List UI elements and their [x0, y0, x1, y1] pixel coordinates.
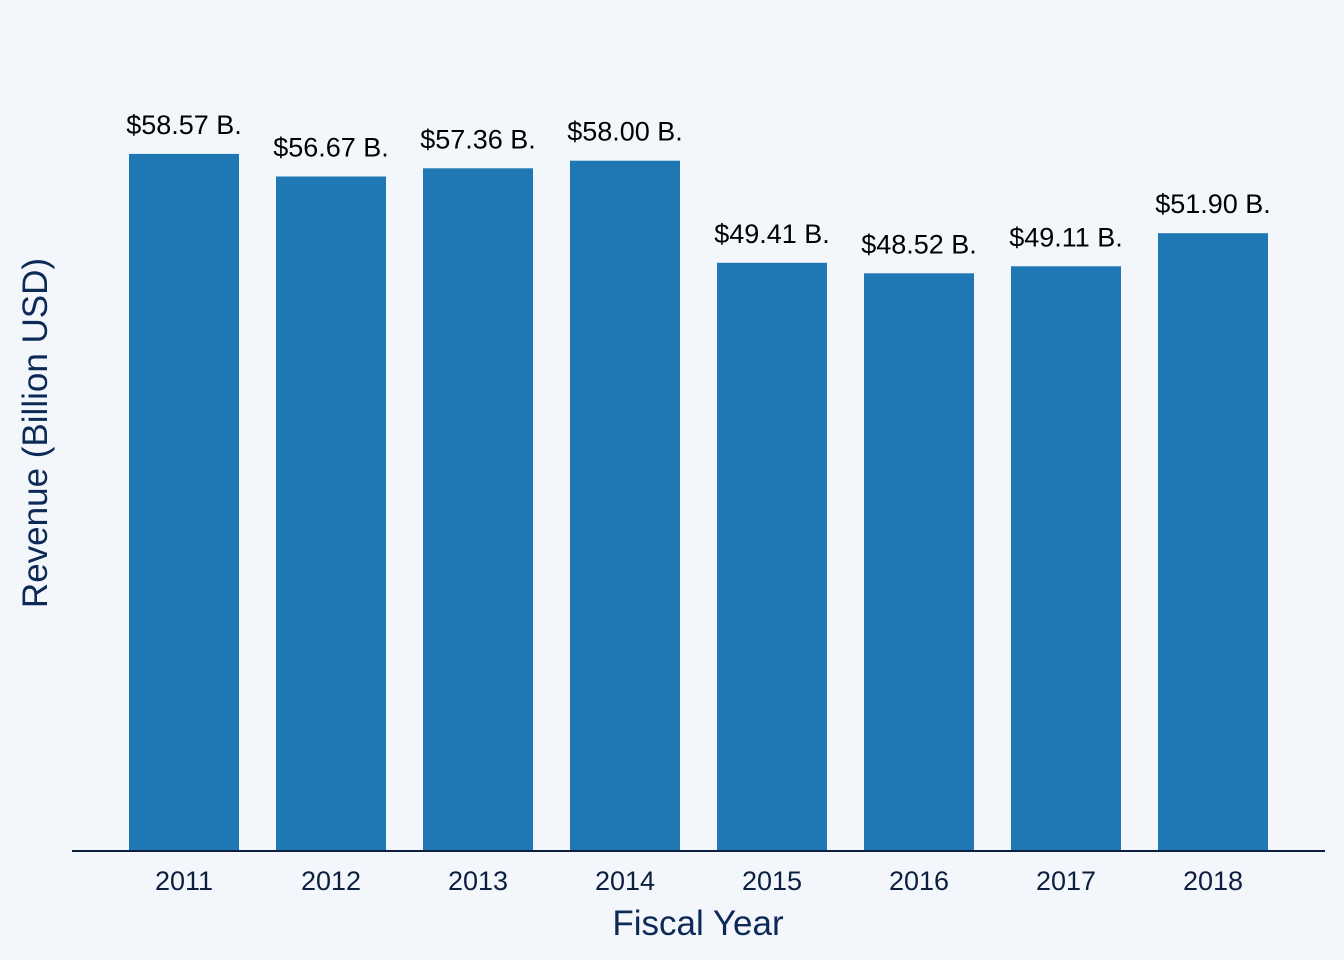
bar-2014: [570, 160, 680, 850]
x-tick-labels: 2011 2012 2013 2014 2015 2016 2017 2018: [155, 866, 1243, 896]
x-tick-label-2015: 2015: [742, 866, 802, 896]
x-tick-label-2017: 2017: [1036, 866, 1096, 896]
bar-2013: [423, 168, 533, 851]
data-label-2014: $58.00 B.: [567, 117, 683, 147]
bar-2011: [129, 153, 239, 850]
bar-2018: [1158, 233, 1268, 850]
data-label-2018: $51.90 B.: [1155, 189, 1271, 219]
bar-2015: [717, 262, 827, 850]
x-tick-label-2014: 2014: [595, 866, 655, 896]
data-label-2016: $48.52 B.: [861, 229, 977, 259]
bar-2012: [276, 176, 386, 850]
bar-2017: [1011, 266, 1121, 850]
data-label-2012: $56.67 B.: [273, 133, 389, 163]
bar-2016: [864, 273, 974, 850]
x-axis-title: Fiscal Year: [612, 904, 784, 943]
x-tick-label-2016: 2016: [889, 866, 949, 896]
data-label-2015: $49.41 B.: [714, 219, 830, 249]
data-labels-layer: $58.57 B. $56.67 B. $57.36 B. $58.00 B. $49.…: [126, 110, 1271, 259]
data-label-2017: $49.11 B.: [1009, 222, 1123, 252]
bars-layer: [129, 153, 1268, 851]
y-axis-title: Revenue (Billion USD): [16, 258, 55, 608]
data-label-2011: $58.57 B.: [126, 110, 242, 140]
x-tick-label-2012: 2012: [301, 866, 361, 896]
x-tick-label-2013: 2013: [448, 866, 508, 896]
data-label-2013: $57.36 B.: [420, 124, 536, 154]
x-tick-label-2018: 2018: [1183, 866, 1243, 896]
x-tick-label-2011: 2011: [155, 866, 213, 896]
